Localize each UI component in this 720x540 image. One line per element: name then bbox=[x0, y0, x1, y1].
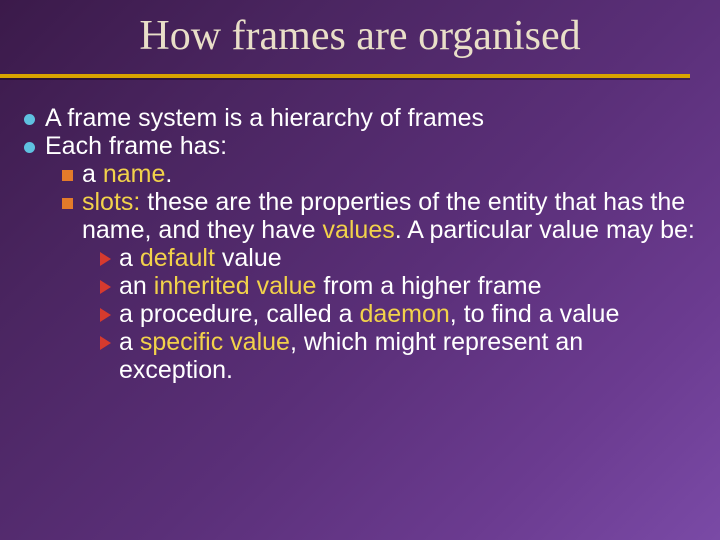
text-span: . bbox=[165, 160, 172, 188]
bullet-text: a default value bbox=[119, 244, 696, 272]
highlight-span: daemon bbox=[359, 300, 449, 328]
dot-icon bbox=[24, 114, 35, 125]
bullet-text: A frame system is a hierarchy of frames bbox=[45, 104, 696, 132]
arrow-icon bbox=[100, 252, 111, 266]
bullet-l2: a name. bbox=[62, 160, 696, 188]
highlight-span: specific value bbox=[140, 328, 290, 356]
bullet-l3: a procedure, called a daemon, to find a … bbox=[100, 300, 696, 328]
bullet-text: a specific value, which might represent … bbox=[119, 328, 696, 384]
text-span: a bbox=[119, 244, 140, 272]
text-span: a bbox=[82, 160, 103, 188]
arrow-icon bbox=[100, 336, 111, 350]
bullet-l2: slots: these are the properties of the e… bbox=[62, 188, 696, 244]
highlight-span: values bbox=[322, 216, 394, 244]
highlight-span: inherited value bbox=[154, 272, 317, 300]
highlight-span: default bbox=[140, 244, 215, 272]
text-span: a procedure, called a bbox=[119, 300, 359, 328]
bullet-l3: a default value bbox=[100, 244, 696, 272]
slide-title: How frames are organised bbox=[0, 0, 720, 68]
highlight-span: name bbox=[103, 160, 166, 188]
slide: How frames are organised A frame system … bbox=[0, 0, 720, 540]
text-span: . A particular value may be: bbox=[395, 216, 695, 244]
text-span: from a higher frame bbox=[316, 272, 541, 300]
bullet-l1: Each frame has: bbox=[24, 132, 696, 160]
arrow-icon bbox=[100, 308, 111, 322]
bullet-text: a procedure, called a daemon, to find a … bbox=[119, 300, 696, 328]
bullet-text: slots: these are the properties of the e… bbox=[82, 188, 696, 244]
dot-icon bbox=[24, 142, 35, 153]
bullet-l3: an inherited value from a higher frame bbox=[100, 272, 696, 300]
text-span: value bbox=[215, 244, 282, 272]
highlight-span: slots: bbox=[82, 188, 140, 216]
text-span: , to find a value bbox=[450, 300, 620, 328]
text-span: a bbox=[119, 328, 140, 356]
square-icon bbox=[62, 198, 73, 209]
square-icon bbox=[62, 170, 73, 181]
bullet-text: Each frame has: bbox=[45, 132, 696, 160]
slide-body: A frame system is a hierarchy of frames … bbox=[0, 78, 720, 384]
text-span: an bbox=[119, 272, 154, 300]
bullet-l1: A frame system is a hierarchy of frames bbox=[24, 104, 696, 132]
arrow-icon bbox=[100, 280, 111, 294]
bullet-l3: a specific value, which might represent … bbox=[100, 328, 696, 384]
bullet-text: a name. bbox=[82, 160, 696, 188]
bullet-text: an inherited value from a higher frame bbox=[119, 272, 696, 300]
